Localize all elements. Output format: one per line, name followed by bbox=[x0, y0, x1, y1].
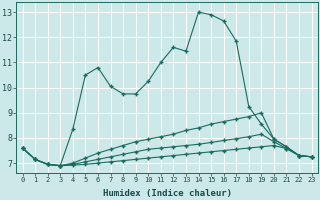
X-axis label: Humidex (Indice chaleur): Humidex (Indice chaleur) bbox=[103, 189, 232, 198]
